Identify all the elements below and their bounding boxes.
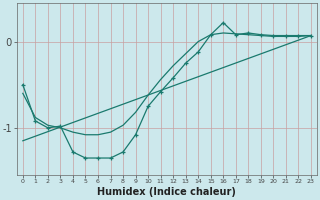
X-axis label: Humidex (Indice chaleur): Humidex (Indice chaleur) bbox=[98, 187, 236, 197]
